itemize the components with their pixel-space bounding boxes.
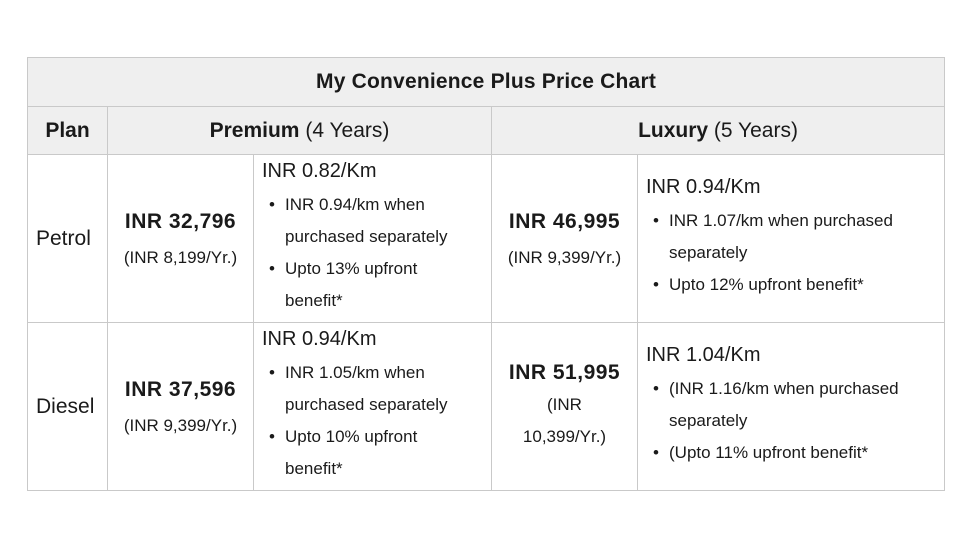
premium-price: INR 37,596 bbox=[124, 377, 237, 401]
price-chart-table: My Convenience Plus Price Chart Plan Pre… bbox=[26, 57, 946, 491]
luxury-per-year: (INR 9,399/Yr.) bbox=[507, 247, 622, 267]
title-row: My Convenience Plus Price Chart bbox=[26, 57, 946, 107]
premium-per-year: (INR 8,199/Yr.) bbox=[123, 247, 238, 267]
luxury-benefit-list: (INR 1.16/km when purchased separately (… bbox=[646, 373, 944, 469]
table-row: Petrol INR 32,796 (INR 8,199/Yr.) INR 0.… bbox=[27, 154, 946, 323]
luxury-price-cell: INR 51,995 (INR 10,399/Yr.) bbox=[491, 322, 638, 491]
premium-benefit-list: INR 1.05/km when purchased separately Up… bbox=[262, 357, 491, 485]
list-item: Upto 12% upfront benefit* bbox=[646, 269, 929, 301]
list-item: Upto 10% upfront benefit* bbox=[262, 421, 445, 485]
list-item: INR 1.05/km when purchased separately bbox=[262, 357, 475, 421]
premium-price-cell: INR 37,596 (INR 9,399/Yr.) bbox=[107, 322, 254, 491]
premium-benefit-list: INR 0.94/km when purchased separately Up… bbox=[262, 189, 491, 317]
plan-header: Plan bbox=[27, 106, 108, 155]
luxury-per-year: (INR 10,399/Yr.) bbox=[522, 394, 607, 446]
premium-header-term: (4 Years) bbox=[305, 118, 390, 142]
luxury-rate: INR 0.94/Km bbox=[646, 176, 761, 198]
list-item: INR 1.07/km when purchased separately bbox=[646, 205, 924, 269]
plan-header-label: Plan bbox=[45, 118, 90, 142]
header-row: Plan Premium (4 Years) Luxury (5 Years) bbox=[27, 106, 946, 155]
premium-price: INR 32,796 bbox=[124, 209, 237, 233]
luxury-rate-cell: INR 0.94/Km INR 1.07/km when purchased s… bbox=[636, 154, 946, 323]
premium-rate-cell: INR 0.94/Km INR 1.05/km when purchased s… bbox=[253, 322, 492, 491]
premium-per-year: (INR 9,399/Yr.) bbox=[123, 415, 238, 435]
luxury-rate: INR 1.04/Km bbox=[646, 344, 761, 366]
luxury-header-term: (5 Years) bbox=[713, 118, 798, 142]
premium-header: Premium (4 Years) bbox=[107, 106, 492, 155]
premium-rate-cell: INR 0.82/Km INR 0.94/km when purchased s… bbox=[253, 154, 492, 323]
table-row: Diesel INR 37,596 (INR 9,399/Yr.) INR 0.… bbox=[27, 322, 946, 491]
list-item: (INR 1.16/km when purchased separately bbox=[646, 373, 929, 437]
plan-name: Diesel bbox=[27, 322, 108, 491]
list-item: Upto 13% upfront benefit* bbox=[262, 253, 445, 317]
premium-header-name: Premium bbox=[209, 118, 300, 142]
list-item: INR 0.94/km when purchased separately bbox=[262, 189, 475, 253]
luxury-price-cell: INR 46,995 (INR 9,399/Yr.) bbox=[491, 154, 638, 323]
premium-price-cell: INR 32,796 (INR 8,199/Yr.) bbox=[107, 154, 254, 323]
premium-rate: INR 0.94/Km bbox=[262, 328, 377, 350]
luxury-price: INR 51,995 bbox=[508, 360, 621, 384]
luxury-price: INR 46,995 bbox=[508, 209, 621, 233]
luxury-header: Luxury (5 Years) bbox=[490, 106, 946, 155]
luxury-benefit-list: INR 1.07/km when purchased separately Up… bbox=[646, 205, 944, 301]
plan-name: Petrol bbox=[27, 154, 108, 323]
luxury-header-name: Luxury bbox=[638, 118, 709, 142]
premium-rate: INR 0.82/Km bbox=[262, 160, 377, 182]
table-title: My Convenience Plus Price Chart bbox=[26, 57, 946, 107]
list-item: (Upto 11% upfront benefit* bbox=[646, 437, 939, 469]
luxury-rate-cell: INR 1.04/Km (INR 1.16/km when purchased … bbox=[636, 322, 946, 491]
